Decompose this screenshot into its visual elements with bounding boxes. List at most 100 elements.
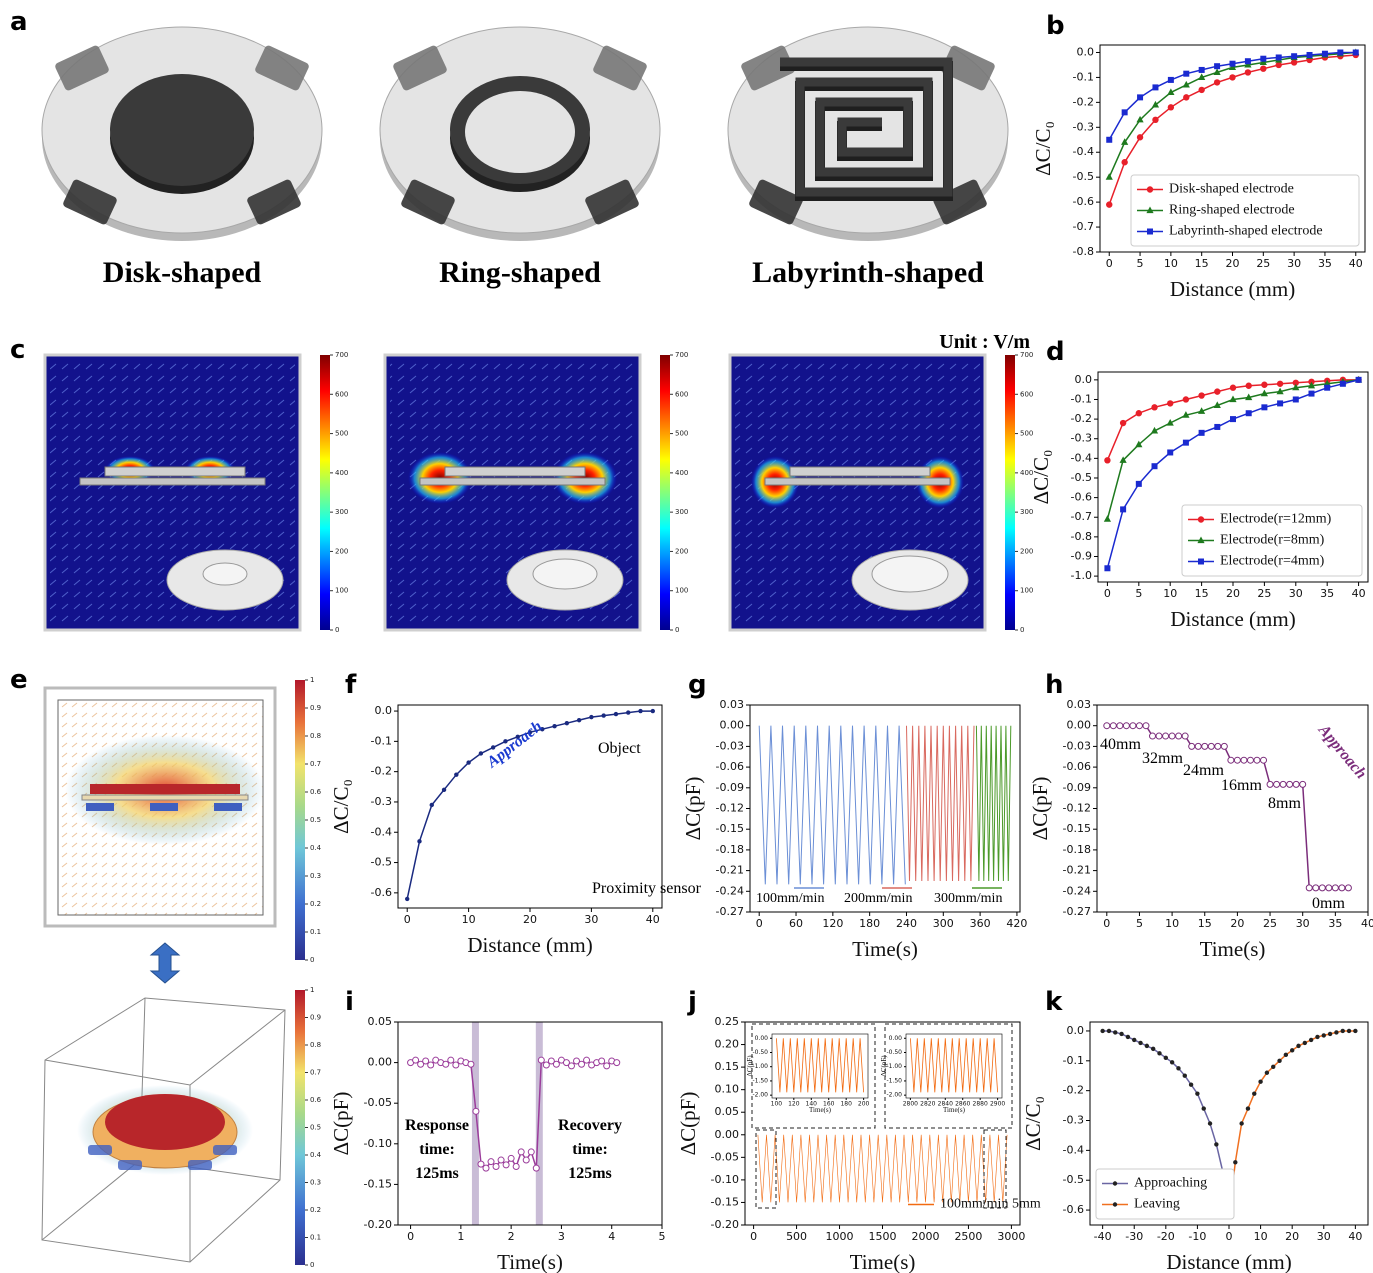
- y-tick-label: -0.06: [1063, 760, 1091, 773]
- y-axis-label: ΔC(pF): [746, 1055, 754, 1077]
- marker: [1195, 743, 1201, 749]
- legend-label: Electrode(r=12mm): [1220, 512, 1332, 527]
- marker: [1261, 404, 1267, 410]
- electrode-top: [90, 784, 240, 794]
- x-tick-label: 420: [1006, 917, 1027, 930]
- marker: [1107, 1029, 1111, 1033]
- marker: [405, 897, 409, 901]
- marker: [1280, 781, 1286, 787]
- x-tick-label: 3000: [997, 1230, 1025, 1243]
- y-tick-label: 0.25: [715, 1015, 740, 1028]
- y-tick-label: -0.15: [711, 1195, 739, 1208]
- electrode-disk: [105, 1094, 225, 1150]
- y-tick-label: -0.6: [1063, 1203, 1084, 1216]
- x-axis-label: Time(s): [497, 1250, 563, 1273]
- marker: [483, 1165, 489, 1171]
- marker: [1258, 1080, 1262, 1084]
- marker: [1291, 59, 1297, 65]
- marker: [1276, 54, 1282, 60]
- marker: [1198, 516, 1204, 522]
- panel-letter: f: [345, 670, 357, 700]
- y-tick-label: -0.15: [364, 1177, 392, 1190]
- marker: [1247, 757, 1253, 763]
- y-tick-label: -0.2: [1073, 95, 1094, 108]
- marker: [523, 1157, 529, 1163]
- marker: [1183, 440, 1189, 446]
- marker: [478, 1161, 484, 1167]
- y-tick-label: 0.03: [1067, 698, 1092, 711]
- y-tick-label: -0.2: [371, 765, 392, 778]
- marker: [1252, 1091, 1256, 1095]
- y-tick-label: -0.27: [716, 905, 744, 918]
- marker: [1245, 69, 1251, 75]
- marker: [1120, 420, 1126, 426]
- pad-field: [150, 803, 178, 811]
- colorbar-tick-label: 0.4: [310, 1151, 322, 1159]
- marker: [552, 724, 556, 728]
- colorbar-tick-label: 0.7: [310, 760, 321, 768]
- electrode-sketch: [42, 27, 322, 241]
- marker: [1183, 71, 1189, 77]
- x-tick-label: 2000: [911, 1230, 939, 1243]
- marker: [1230, 416, 1236, 422]
- y-axis-label: ΔC/C₀: [329, 779, 353, 834]
- colorbar-tick-label: 100: [675, 587, 688, 595]
- marker: [579, 1061, 585, 1067]
- marker: [528, 1149, 534, 1155]
- y-tick-label: -0.20: [711, 1218, 739, 1231]
- annotation: Recovery: [558, 1117, 622, 1134]
- legend-label: 100mm/min: [756, 891, 824, 906]
- colorbar-tick-label: 100: [335, 587, 348, 595]
- x-tick-label: 1000: [826, 1230, 854, 1243]
- legend-label: Electrode(r=4mm): [1220, 554, 1325, 569]
- marker: [1324, 385, 1330, 391]
- x-tick-label: 30: [1296, 917, 1310, 930]
- x-tick-label: 120: [822, 917, 843, 930]
- y-tick-label: -0.03: [716, 739, 744, 752]
- x-tick-label: 40: [1361, 917, 1373, 930]
- marker: [513, 1164, 519, 1170]
- x-tick-label: 25: [1256, 257, 1270, 270]
- colorbar-tick-label: 700: [1020, 351, 1033, 359]
- x-tick-label: 0: [1103, 917, 1110, 930]
- y-tick-label: -0.15: [716, 822, 744, 835]
- x-axis-label: Time(s): [850, 1250, 916, 1273]
- marker: [1345, 885, 1351, 891]
- colorbar-tick-label: 1: [310, 676, 314, 684]
- marker: [1356, 377, 1362, 383]
- shape-label: Disk-shaped: [103, 256, 262, 289]
- y-tick-label: 0.00: [889, 1035, 903, 1042]
- electrode-sketch: [380, 27, 660, 241]
- marker: [1147, 229, 1153, 235]
- marker: [1167, 400, 1173, 406]
- colorbar-tick-label: 600: [1020, 390, 1033, 398]
- marker: [1143, 723, 1149, 729]
- marker: [479, 751, 483, 755]
- legend-label: Electrode(r=8mm): [1220, 533, 1325, 548]
- marker: [1208, 743, 1214, 749]
- y-tick-label: 0.00: [755, 1035, 769, 1042]
- marker: [1136, 410, 1142, 416]
- marker: [1334, 1030, 1338, 1034]
- colorbar: [320, 355, 330, 630]
- pad-field: [86, 803, 114, 811]
- marker: [1202, 743, 1208, 749]
- colorbar-tick-label: 0.9: [310, 1014, 321, 1022]
- x-tick-label: 5: [1136, 917, 1143, 930]
- highlight-span: [536, 1022, 543, 1225]
- marker: [1132, 1038, 1136, 1042]
- marker: [1274, 781, 1280, 787]
- colorbar-tick-label: 0: [1020, 626, 1024, 634]
- marker: [1120, 506, 1126, 512]
- x-axis-label: Distance (mm): [467, 933, 592, 957]
- x-tick-label: 10: [1165, 917, 1179, 930]
- x-tick-label: 20: [523, 913, 537, 926]
- colorbar-tick-label: 0.3: [310, 1179, 321, 1187]
- x-axis-label: Distance (mm): [1166, 1250, 1291, 1273]
- marker: [1189, 743, 1195, 749]
- marker: [1322, 1033, 1326, 1037]
- y-tick-label: -0.4: [1063, 1143, 1084, 1156]
- x-axis-label: Time(s): [852, 937, 918, 961]
- colorbar-tick-label: 300: [675, 508, 688, 516]
- sensor-icon-electrode: [872, 556, 948, 592]
